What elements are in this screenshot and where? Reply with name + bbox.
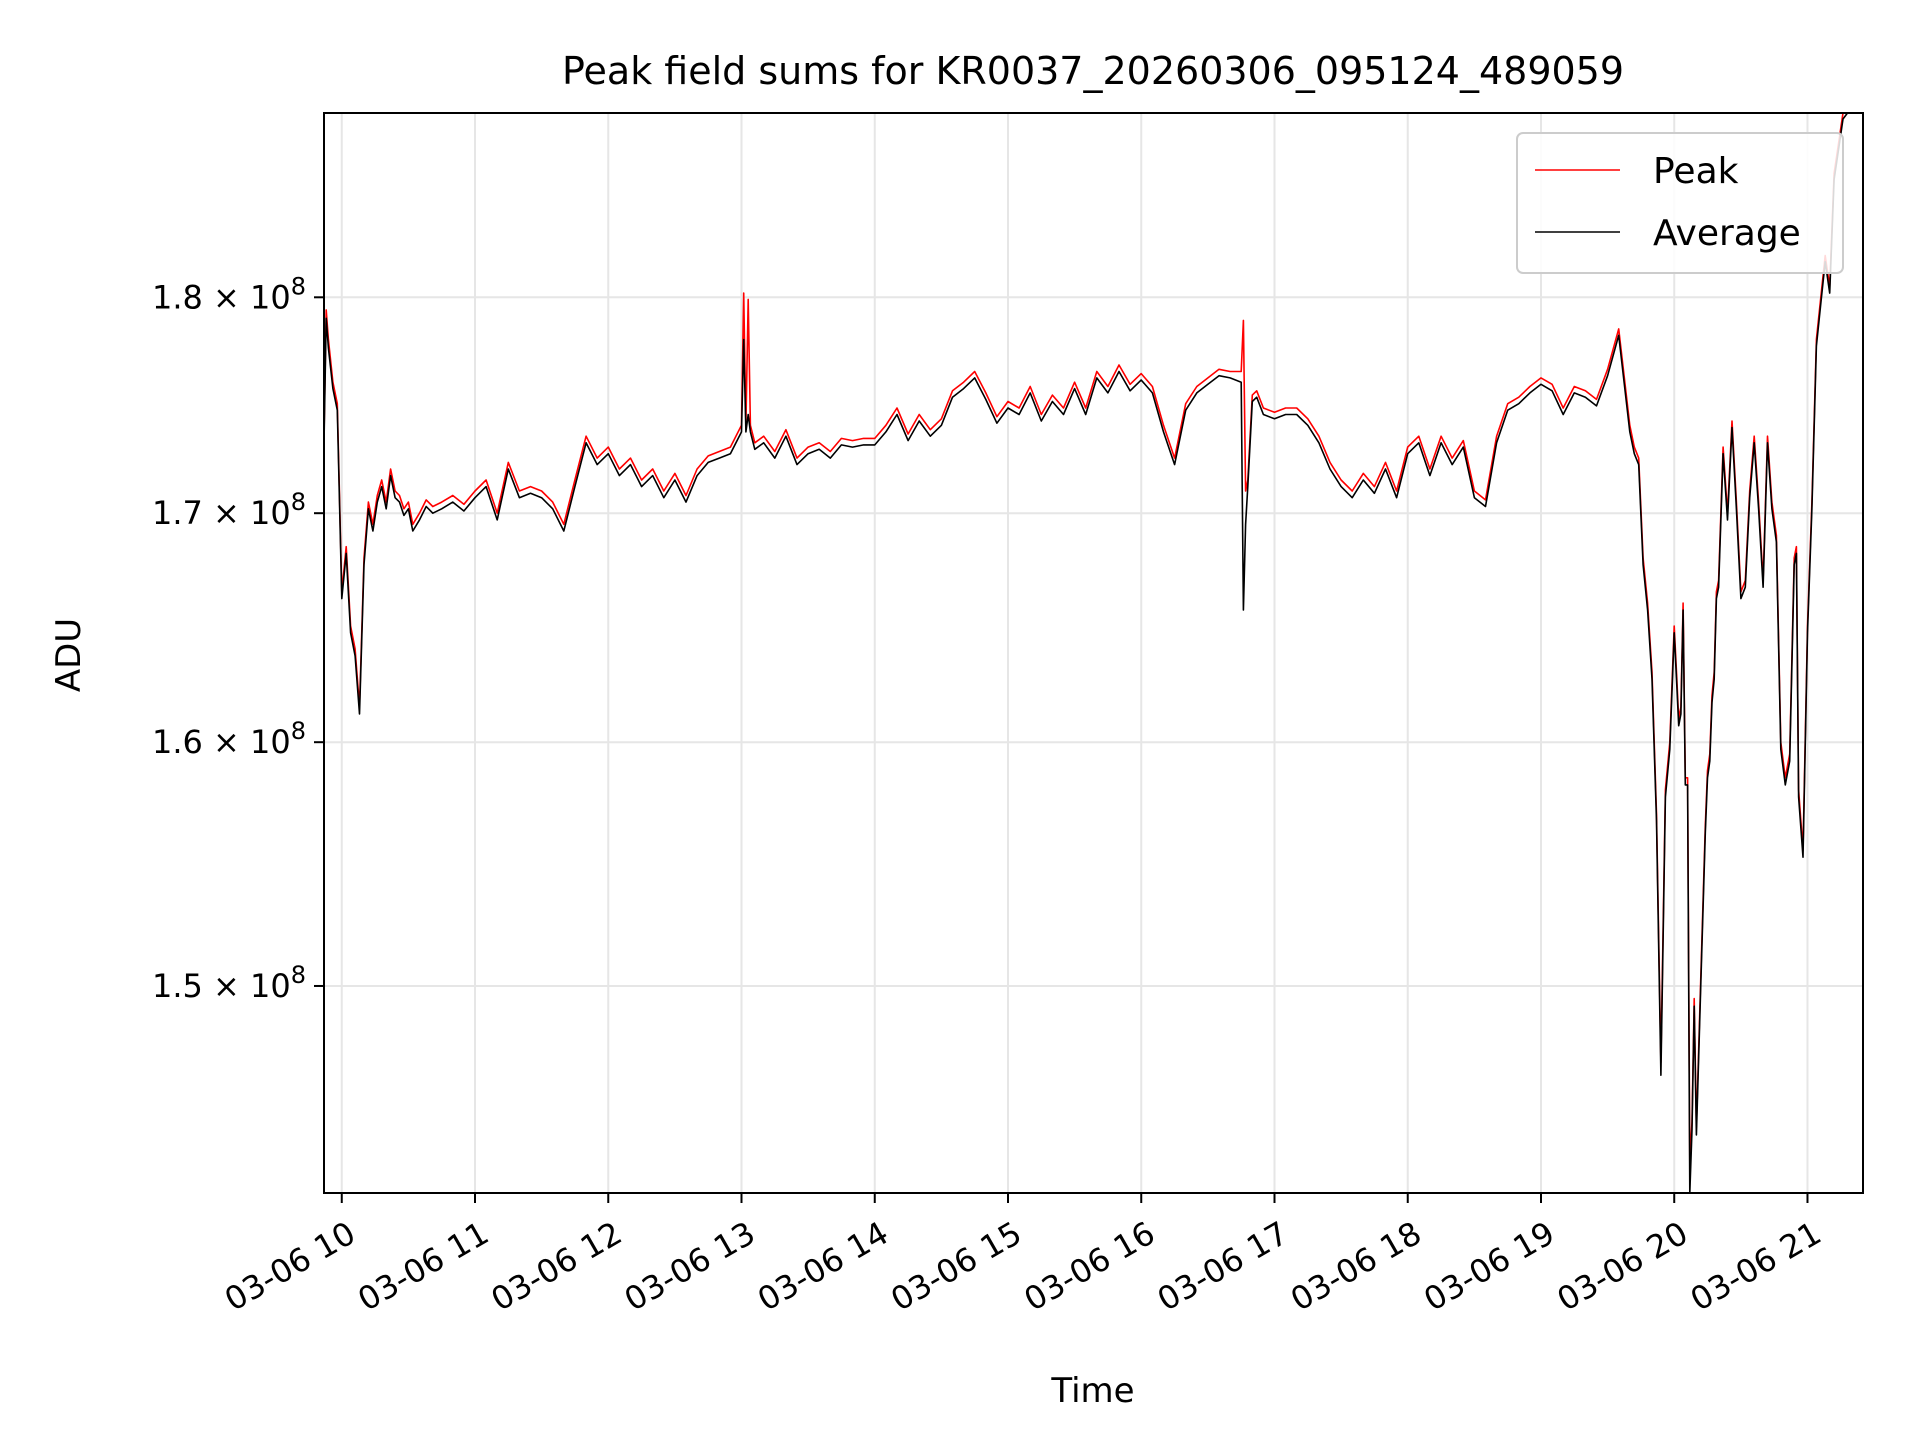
series-line-average <box>323 112 1852 1194</box>
legend-box <box>1516 132 1844 274</box>
legend-label-peak: Peak <box>1653 151 1739 192</box>
y-tick-label: 1.7 × 108 <box>152 488 306 532</box>
y-tick-label: 1.6 × 108 <box>152 717 306 761</box>
y-axis-label: ADU <box>49 618 89 692</box>
axes-frame <box>323 112 1864 1194</box>
chart-title: Peak field sums for KR0037_20260306_0951… <box>562 49 1624 93</box>
legend: Peak Average <box>1516 132 1844 274</box>
legend-label-average: Average <box>1653 213 1801 254</box>
y-ticks: 1.5 × 108 1.6 × 108 1.7 × 108 1.8 × 108 <box>152 272 324 1005</box>
x-axis-label: Time <box>1050 1371 1134 1411</box>
plot-lines <box>323 112 1852 1194</box>
y-tick-label: 1.5 × 108 <box>152 961 306 1005</box>
y-tick-label: 1.8 × 108 <box>152 272 306 316</box>
